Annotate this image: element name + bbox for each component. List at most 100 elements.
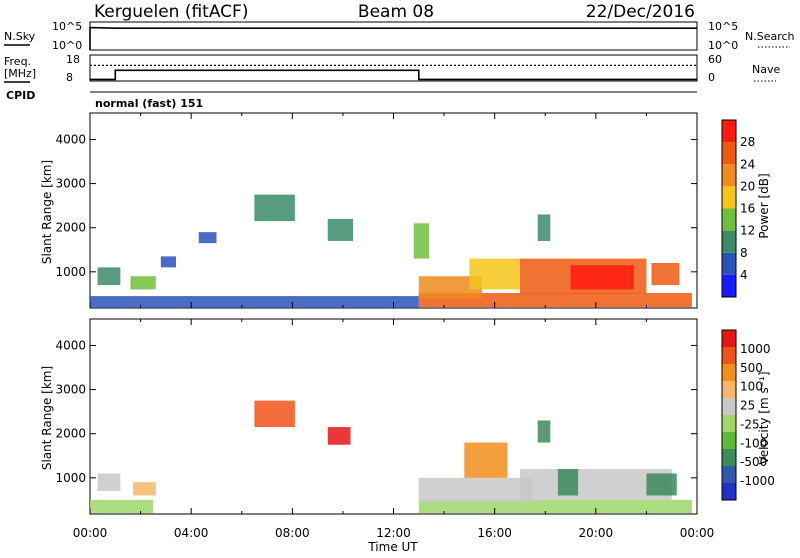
time-tick-label: 12:00: [376, 526, 411, 540]
velocity-colorbar-tick: 1000: [740, 342, 771, 356]
noise-right-tick-bottom: 10^0: [708, 39, 738, 52]
velocity-colorbar-swatch: [722, 347, 736, 364]
time-axis: 00:00 04:00 08:00 12:00 16:00 20:00 00:00: [73, 526, 715, 540]
echo-region-9: [418, 276, 483, 299]
noise-left-tick-bottom: 10^0: [52, 39, 82, 52]
nave-right-tick-bottom: 0: [708, 71, 715, 84]
velocity-colorbar: 1000 500 100 25 -25 -100 -500 -1000: [721, 329, 775, 501]
power-colorbar-swatch: [722, 230, 736, 253]
power-colorbar-tick: 16: [740, 202, 755, 216]
echo-region-13: [651, 263, 680, 286]
time-axis-label: Time UT: [367, 540, 418, 554]
echo-region-11: [537, 420, 551, 443]
station-title: Kerguelen (fitACF): [94, 2, 248, 22]
echo-region-1: [97, 267, 121, 286]
power-axes: 1000 2000 3000 4000: [55, 113, 698, 308]
echo-region-10: [469, 258, 520, 290]
velocity-colorbar-swatch: [722, 449, 736, 466]
power-colorbar-swatch: [722, 120, 736, 143]
freq-series-line: [90, 69, 697, 81]
echo-region-3: [254, 400, 295, 428]
freq-panel-frame: [89, 54, 698, 82]
cpid-value: normal (fast) 151: [95, 97, 203, 110]
velocity-colorbar-swatch: [722, 415, 736, 432]
y-tick-label: 1000: [55, 265, 86, 279]
power-colorbar-swatch: [722, 164, 736, 187]
power-colorbar-swatch: [722, 274, 736, 297]
echo-region-12: [570, 265, 634, 290]
velocity-colorbar-tick: -500: [740, 455, 767, 469]
freq-unit-label: [MHz]: [4, 67, 36, 80]
y-tick-label: 2000: [55, 221, 86, 235]
velocity-colorbar-swatch: [722, 483, 736, 500]
power-colorbar-tick: 4: [740, 268, 748, 282]
freq-label: Freq.: [4, 55, 31, 68]
echo-region-5: [254, 194, 295, 222]
power-colorbar-swatch: [722, 142, 736, 165]
echo-region-4: [327, 427, 351, 445]
power-colorbar-swatch: [722, 252, 736, 275]
echo-region-8: [418, 293, 692, 308]
power-colorbar-label: Power [dB]: [757, 173, 771, 238]
power-colorbar-swatch: [722, 208, 736, 231]
power-colorbar-tick: 28: [740, 135, 755, 149]
nsky-label: N.Sky: [4, 30, 36, 43]
time-tick-label: 04:00: [174, 526, 209, 540]
echo-region-0: [90, 499, 154, 514]
freq-left-tick-top: 18: [66, 53, 80, 66]
freq-left-tick-bottom: 8: [66, 71, 73, 84]
noise-right-tick-top: 10^5: [708, 20, 738, 33]
velocity-colorbar-tick: -100: [740, 436, 767, 450]
echo-region-2: [130, 276, 156, 290]
y-tick-label: 2000: [55, 427, 86, 441]
echo-region-4: [198, 232, 217, 244]
time-tick-label: 16:00: [477, 526, 512, 540]
velocity-colorbar-tick: 100: [740, 380, 763, 394]
power-colorbar-tick: 12: [740, 224, 755, 238]
echo-region-14: [537, 214, 551, 241]
velocity-data: [90, 400, 692, 514]
time-tick-label: 00:00: [73, 526, 108, 540]
y-tick-label: 3000: [55, 383, 86, 397]
echo-region-6: [327, 218, 354, 241]
velocity-colorbar-swatch: [722, 381, 736, 398]
noise-panel-frame: [89, 21, 698, 51]
echo-region-7: [413, 223, 429, 259]
echo-region-2: [132, 482, 156, 496]
time-tick-label: 08:00: [275, 526, 310, 540]
power-colorbar-frame: [721, 119, 737, 298]
velocity-colorbar-frame: [721, 329, 737, 501]
velocity-colorbar-label: Velocity [m s⁻¹]: [757, 371, 771, 464]
echo-region-7: [464, 442, 508, 478]
nave-label: Nave: [752, 63, 780, 76]
power-colorbar-swatch: [722, 186, 736, 209]
velocity-ylabel: Slant Range [km]: [40, 366, 54, 470]
y-tick-label: 3000: [55, 177, 86, 191]
echo-region-9: [557, 469, 579, 496]
echo-region-6: [418, 477, 533, 503]
cpid-label: CPID: [6, 89, 35, 102]
beam-title: Beam 08: [358, 2, 434, 22]
velocity-colorbar-tick: -1000: [740, 474, 775, 488]
nsky-series-line: [89, 26, 697, 50]
echo-region-10: [646, 473, 677, 496]
velocity-colorbar-swatch: [722, 466, 736, 483]
y-tick-label: 4000: [55, 338, 86, 352]
echo-region-1: [97, 473, 121, 492]
time-tick-label: 00:00: [680, 526, 715, 540]
velocity-axes: 1000 2000 3000 4000: [55, 319, 698, 514]
power-ylabel: Slant Range [km]: [40, 160, 54, 264]
velocity-colorbar-swatch: [722, 398, 736, 415]
velocity-colorbar-tick: 25: [740, 399, 755, 413]
nsearch-label: N.Search: [745, 30, 795, 43]
power-data: [90, 194, 692, 308]
power-colorbar-tick: 20: [740, 179, 755, 193]
velocity-colorbar-tick: 500: [740, 361, 763, 375]
y-tick-label: 4000: [55, 132, 86, 146]
time-tick-label: 20:00: [579, 526, 614, 540]
y-tick-label: 1000: [55, 471, 86, 485]
echo-region-5: [418, 499, 692, 514]
echo-region-0: [90, 296, 419, 308]
date-title: 22/Dec/2016: [586, 2, 695, 22]
